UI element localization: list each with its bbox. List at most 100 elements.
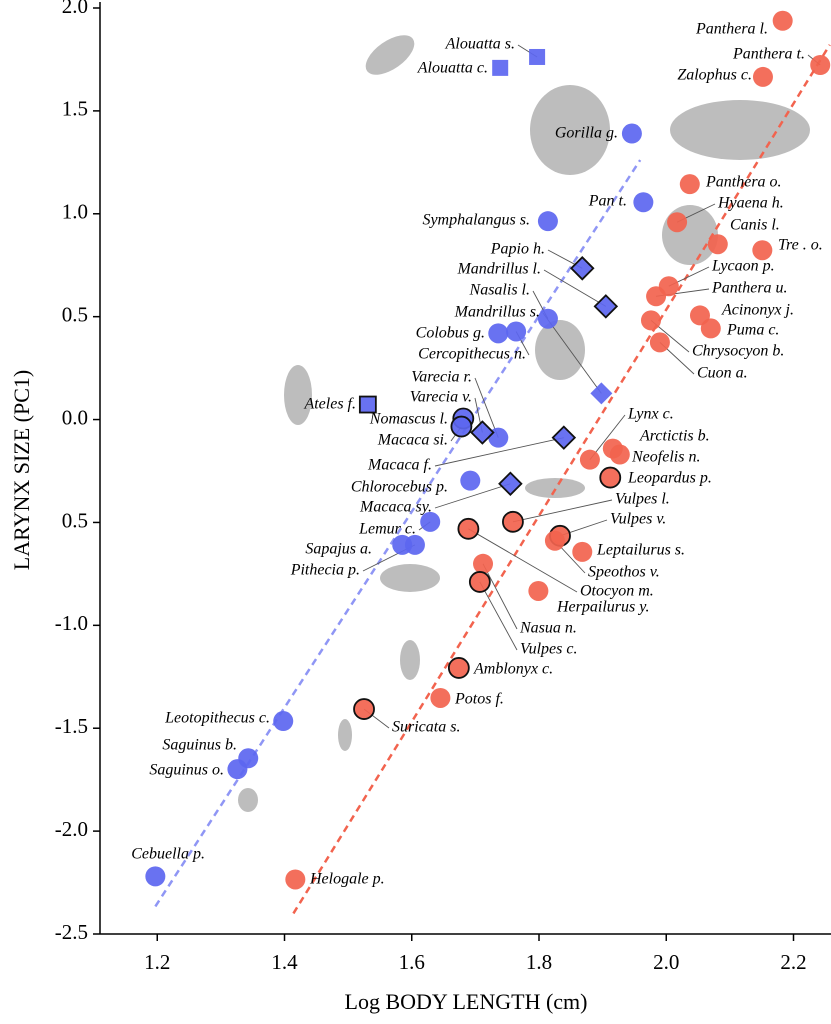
point-label: Macaca f. xyxy=(367,457,432,474)
point xyxy=(273,711,294,732)
point-label: Puma c. xyxy=(726,322,779,339)
point-label: Symphalangus s. xyxy=(422,212,530,229)
x-tick-label: 2.2 xyxy=(780,950,806,974)
point-label: Tre . o. xyxy=(778,237,823,254)
point xyxy=(707,234,728,255)
point-label: Pan t. xyxy=(588,193,627,210)
point-label: Colobus g. xyxy=(416,325,485,342)
point-label: Saguinus o. xyxy=(149,762,224,779)
y-tick-label: -1.0 xyxy=(55,611,88,635)
point xyxy=(649,332,670,353)
point xyxy=(593,294,619,319)
point xyxy=(544,530,565,551)
point-label: Papio h. xyxy=(490,241,545,258)
point xyxy=(430,687,451,708)
y-tick-label: 1.5 xyxy=(62,97,88,121)
point xyxy=(473,553,494,574)
point xyxy=(537,211,558,232)
point-label: Pithecia p. xyxy=(290,562,360,579)
point xyxy=(752,66,773,87)
point-label: Nasalis l. xyxy=(469,282,530,299)
silhouettes xyxy=(238,35,810,812)
point xyxy=(450,415,473,438)
point-label: Chlorocebus p. xyxy=(351,479,448,496)
point-label: Leopardus p. xyxy=(627,470,712,487)
point-label: Mandrillus s. xyxy=(454,304,540,321)
point xyxy=(145,866,166,887)
leader-line xyxy=(468,528,578,593)
x-axis-label: Log BODY LENGTH (cm) xyxy=(345,989,588,1014)
trend-line xyxy=(292,44,831,915)
point xyxy=(772,10,793,31)
point xyxy=(529,48,546,65)
leader-line xyxy=(543,269,607,307)
point-label: Panthera l. xyxy=(695,21,768,38)
point xyxy=(227,759,248,780)
point-label: Varecia r. xyxy=(411,369,472,386)
point xyxy=(633,192,654,213)
y-tick-label: 1.0 xyxy=(62,200,88,224)
point xyxy=(457,517,480,540)
y-tick-label: -2.0 xyxy=(55,817,88,841)
point xyxy=(640,310,661,331)
y-axis-label: LARYNX SIZE (PC1) xyxy=(9,370,34,570)
point xyxy=(420,511,441,532)
point-label: Leotopithecus c. xyxy=(164,710,270,727)
leader-line xyxy=(474,377,499,438)
point-label: Nasua n. xyxy=(519,620,577,637)
point-label: Hyaena h. xyxy=(717,195,784,212)
point xyxy=(810,55,831,76)
point-label: Mandrillus l. xyxy=(456,261,541,278)
point-label: Panthera o. xyxy=(705,174,782,191)
point xyxy=(599,466,622,489)
y-tick-label: 0.0 xyxy=(62,405,88,429)
point xyxy=(579,449,600,470)
point-label: Acinonyx j. xyxy=(721,302,794,319)
point xyxy=(460,470,481,491)
point-label: Amblonyx c. xyxy=(473,661,553,678)
point xyxy=(353,698,375,720)
point-label: Suricata s. xyxy=(392,719,460,736)
point-label: Macaca sy. xyxy=(359,499,432,516)
point-label: Canis l. xyxy=(730,217,780,234)
point xyxy=(537,308,558,329)
point-label: Gorilla g. xyxy=(555,125,618,142)
point-label: Macaca si. xyxy=(377,432,448,449)
point xyxy=(700,318,721,339)
x-tick-label: 1.2 xyxy=(144,950,170,974)
point-label: Vulpes c. xyxy=(520,641,577,658)
x-tick-label: 1.8 xyxy=(526,950,552,974)
trend-line xyxy=(154,159,642,908)
point xyxy=(572,541,593,562)
y-tick-label: 2.0 xyxy=(62,0,88,18)
y-tick-label: 0.5 xyxy=(62,508,88,532)
point-label: Sapajus a. xyxy=(305,541,372,558)
point-label: Neofelis n. xyxy=(631,449,700,466)
point-label: Lemur c. xyxy=(358,521,416,538)
point-label: Helogale p. xyxy=(309,871,385,888)
point-label: Chrysocyon b. xyxy=(692,343,784,360)
point-label: Speothos v. xyxy=(588,564,660,581)
x-tick-label: 1.4 xyxy=(271,950,298,974)
point-label: Cuon a. xyxy=(697,365,748,382)
y-tick-label: 0.5 xyxy=(62,302,88,326)
point xyxy=(528,580,549,601)
point-label: Leptailurus s. xyxy=(596,542,685,559)
point xyxy=(679,174,700,195)
point-label: Varecia v. xyxy=(410,389,472,406)
point-label: Herpailurus y. xyxy=(556,599,649,616)
point-label: Potos f. xyxy=(454,691,504,708)
point-label: Panthera t. xyxy=(732,46,805,63)
x-tick-label: 2.0 xyxy=(653,950,679,974)
point-label: Saguinus b. xyxy=(162,737,237,754)
x-tick-label: 1.6 xyxy=(399,950,425,974)
point xyxy=(646,286,667,307)
point xyxy=(590,382,613,405)
leader-line xyxy=(482,563,518,630)
point-label: Cercopithecus n. xyxy=(418,346,526,363)
point xyxy=(570,256,595,281)
point xyxy=(502,510,524,533)
point xyxy=(609,444,630,465)
point xyxy=(488,323,509,344)
point xyxy=(358,395,377,414)
